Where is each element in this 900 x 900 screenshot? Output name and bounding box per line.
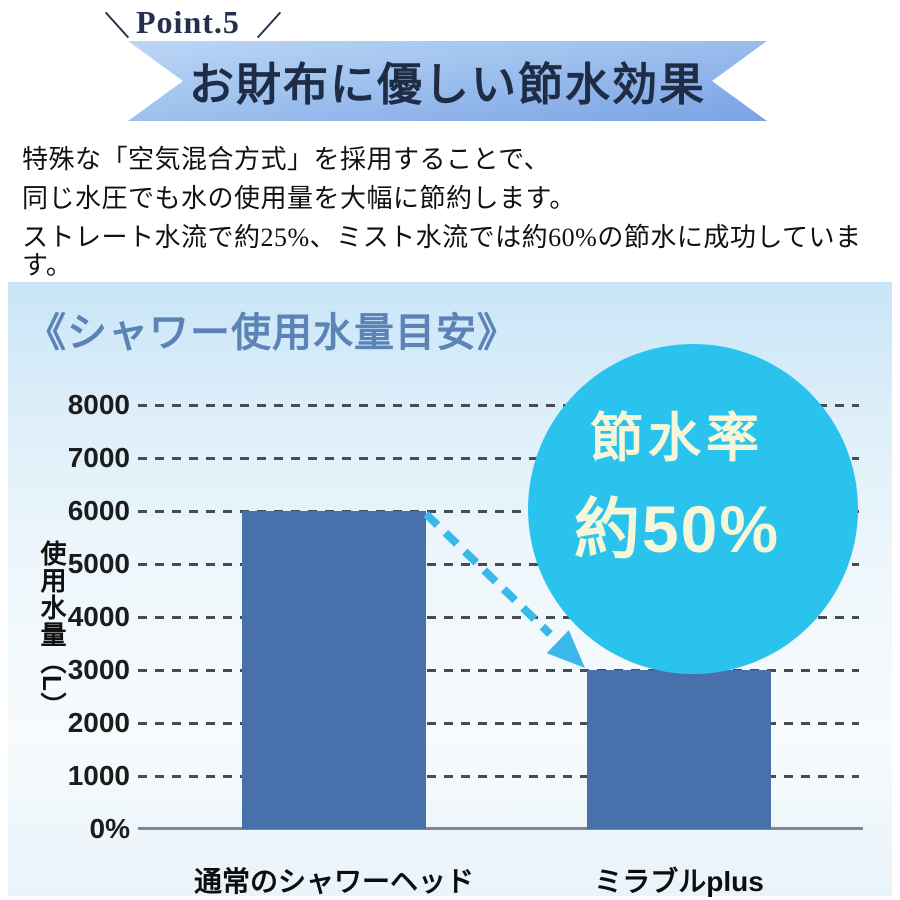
gridline (138, 669, 859, 672)
intro-text: 特殊な「空気混合方式」を採用することで、 同じ水圧でも水の使用量を大幅に節約しま… (22, 146, 892, 291)
badge-text-line1: 節水率 (590, 409, 764, 468)
gridline (138, 722, 859, 725)
y-tick-label: 7000 (67, 442, 130, 473)
bar-chart: 8000 7000 6000 5000 4000 3000 2000 1000 0% 通常のシャワ… (8, 282, 892, 897)
gridline (138, 510, 859, 513)
y-tick-label: 2000 (67, 707, 130, 738)
decrease-arrow-icon (423, 511, 585, 668)
savings-badge: 節水率 約50% (528, 344, 858, 674)
y-tick-label: 8000 (67, 389, 130, 420)
ribbon-title: お財布に優しい節水効果 (188, 59, 706, 110)
y-tick-label: 4000 (67, 601, 130, 632)
gridline (138, 457, 859, 460)
intro-line-1: 特殊な「空気混合方式」を採用することで、 (22, 145, 551, 174)
point-label: Point.5 (136, 4, 240, 40)
gridline (138, 616, 859, 619)
chart-panel: 《シャワー使用水量目安》 使用水量（L） 8000 7000 6000 5000 400… (8, 282, 892, 897)
badge-text-line2: 約50% (573, 492, 781, 566)
point-label-row: Point.5 (100, 0, 300, 52)
intro-line-3: ストレート水流で約25%、ミスト水流では約60%の節水に成功しています。 (22, 223, 862, 280)
y-tick-label: 3000 (67, 654, 130, 685)
left-slash-decoration (104, 11, 130, 39)
ribbon-banner: お財布に優しい節水効果 (128, 41, 767, 121)
y-axis-label: 使用水量（L） (37, 540, 67, 719)
y-tick-label: 6000 (67, 495, 130, 526)
bar (242, 511, 426, 829)
gridline (138, 404, 859, 407)
x-axis-line (138, 827, 863, 830)
intro-line-2: 同じ水圧でも水の使用量を大幅に節約します。 (22, 184, 576, 213)
y-tick-label: 1000 (67, 760, 130, 791)
chart-title: 《シャワー使用水量目安》 (26, 311, 518, 355)
bar (587, 670, 771, 829)
gridline (138, 563, 859, 566)
y-tick-label: 0% (89, 813, 130, 844)
gridline (138, 775, 859, 778)
x-category-label: 通常のシャワーヘッド (193, 866, 474, 897)
right-slash-decoration (256, 11, 282, 39)
x-category-label: ミラブルplus (594, 866, 764, 897)
y-tick-label: 5000 (67, 548, 130, 579)
